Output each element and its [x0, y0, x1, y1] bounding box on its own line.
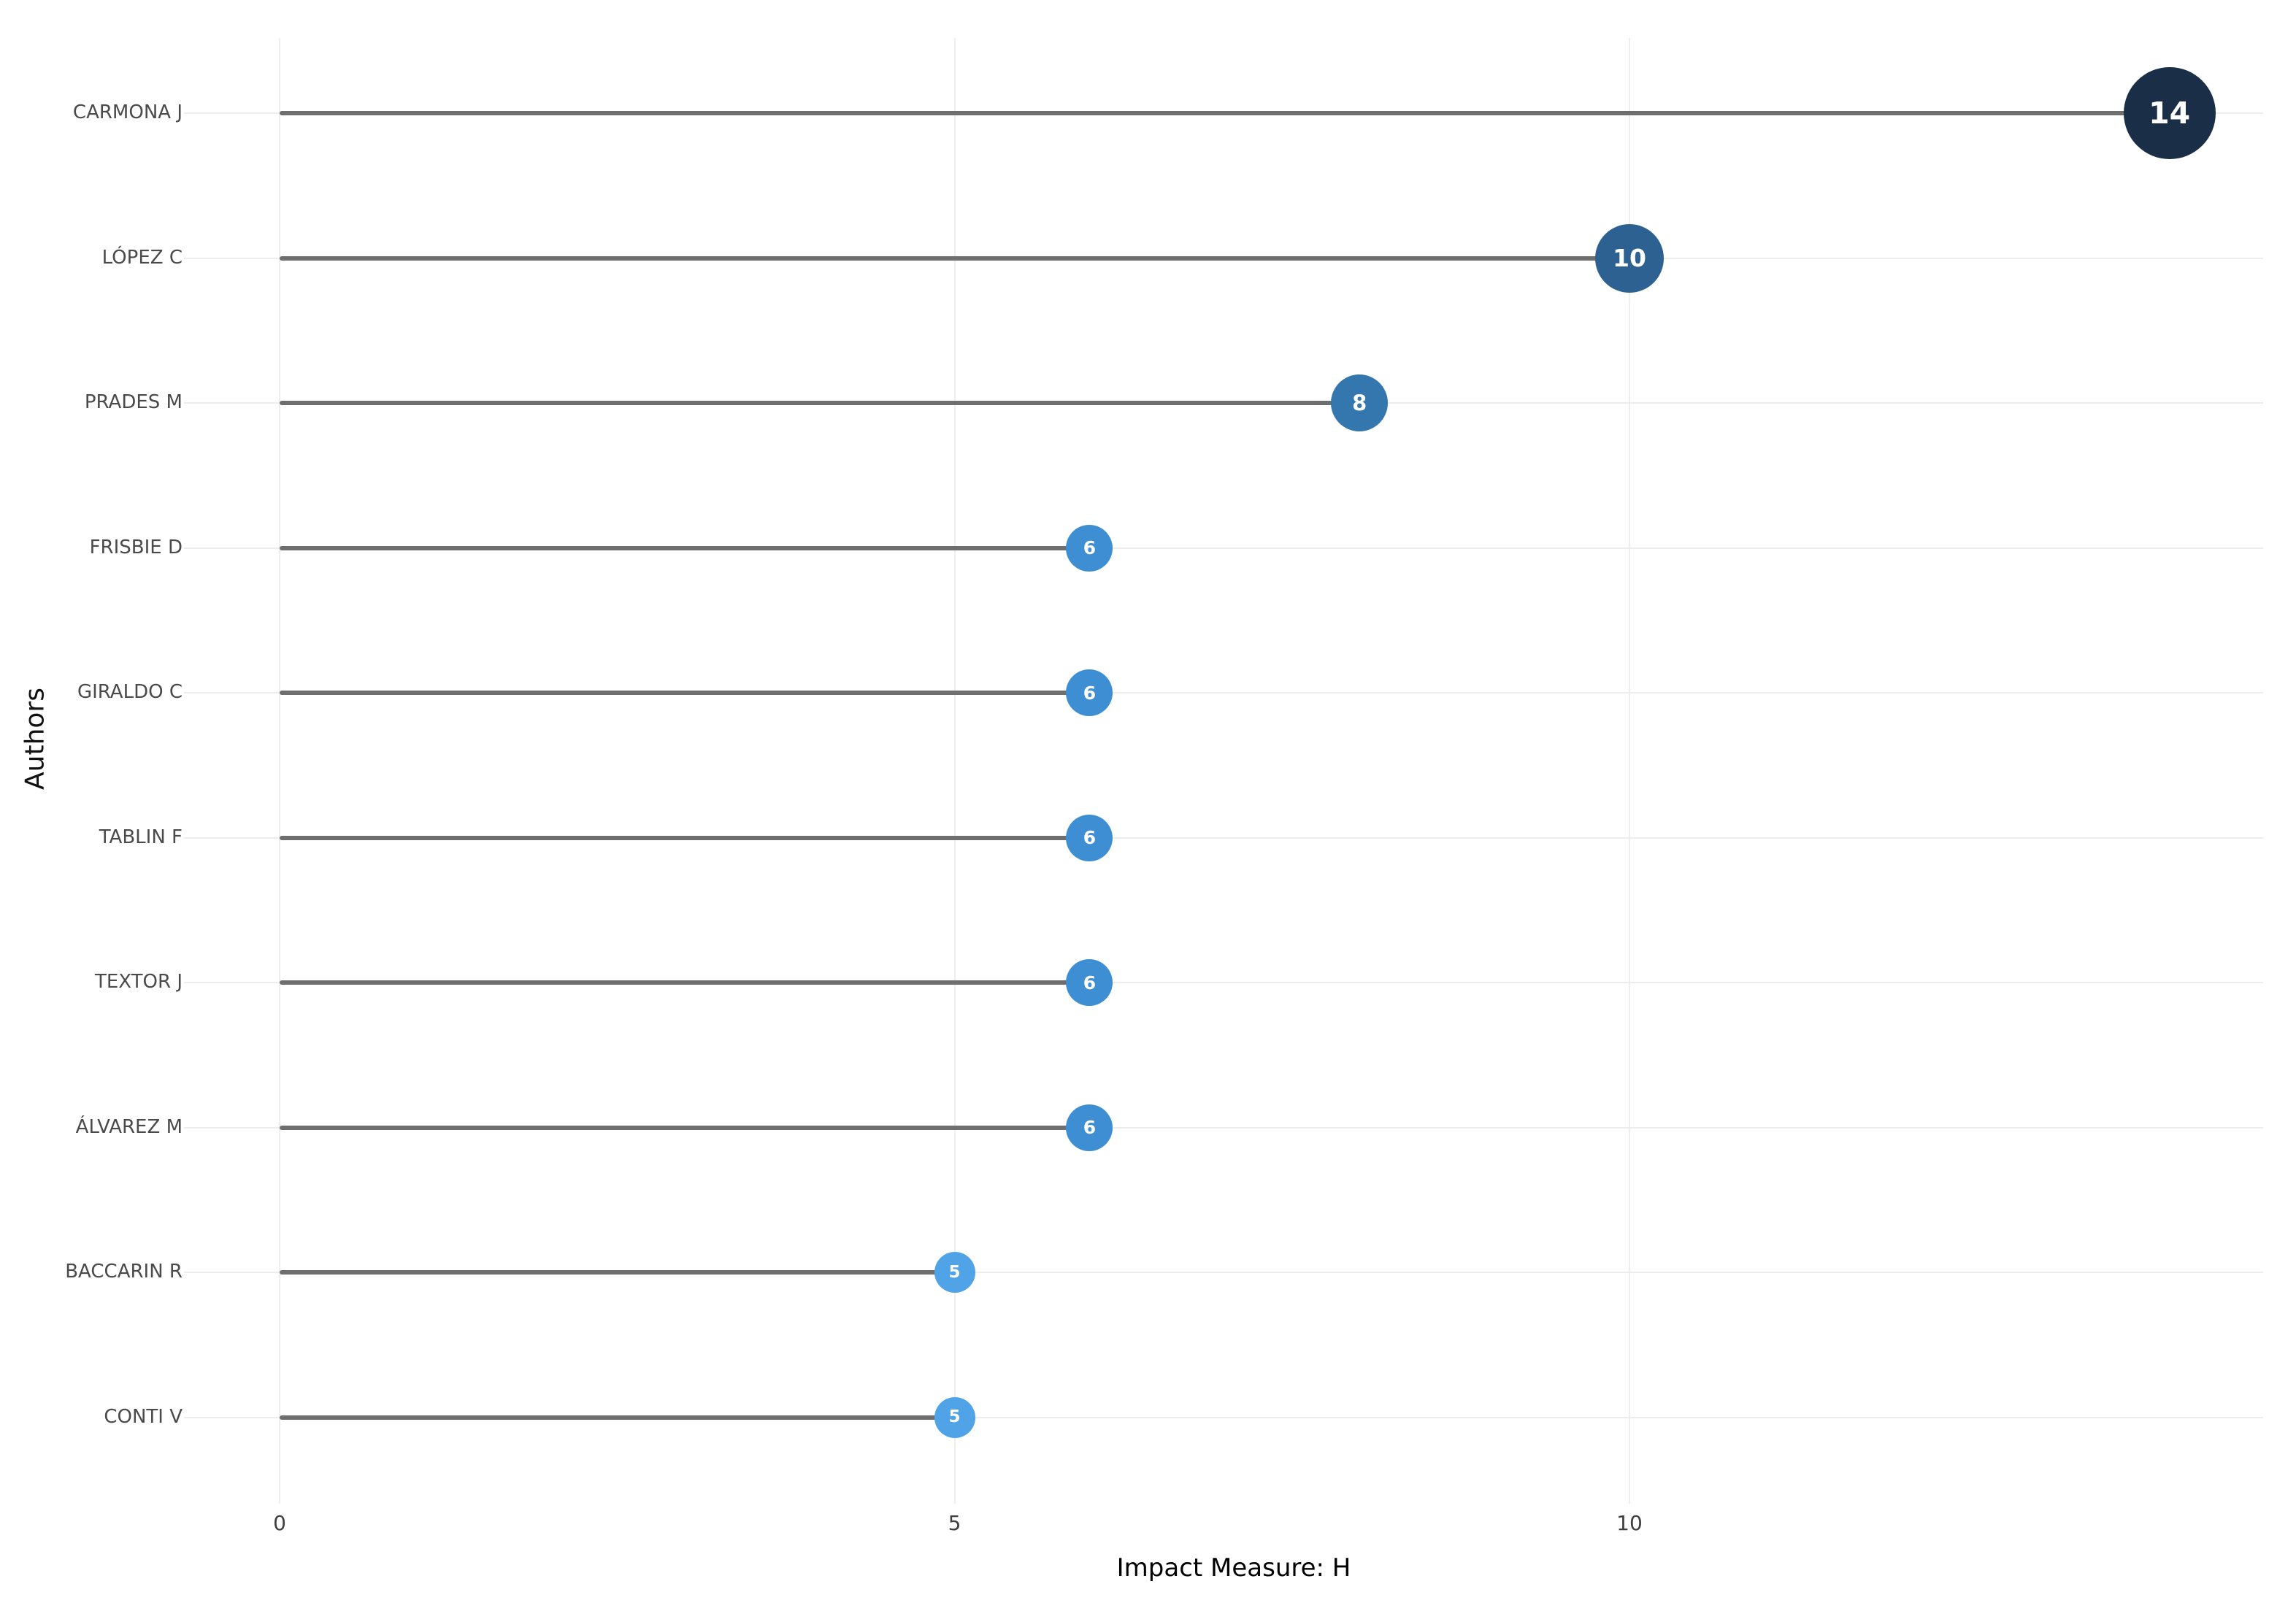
author-label: LÓPEZ C: [101, 246, 183, 269]
x-tick-label: 5: [948, 1511, 961, 1535]
lollipop-marker[interactable]: 6: [1066, 1104, 1113, 1151]
author-label: CARMONA J: [72, 101, 183, 124]
author-label: ÁLVAREZ M: [75, 1115, 183, 1138]
row-gridline: [184, 982, 2263, 984]
x-gridline: [953, 38, 956, 1504]
lollipop-stem: [280, 255, 1629, 261]
lollipop-marker[interactable]: 6: [1066, 959, 1113, 1007]
row-gridline: [184, 837, 2263, 839]
lollipop-marker[interactable]: 14: [2123, 67, 2216, 160]
lollipop-stem: [280, 691, 1090, 696]
x-tick-label: 0: [273, 1511, 286, 1535]
lollipop-stem: [280, 545, 1090, 550]
lollipop-stem: [280, 111, 2170, 116]
row-gridline: [184, 1126, 2263, 1129]
row-gridline: [184, 1416, 2263, 1418]
x-gridline: [279, 38, 280, 1504]
lollipop-marker[interactable]: 5: [934, 1252, 975, 1293]
lollipop-marker[interactable]: 5: [934, 1396, 975, 1438]
lollipop-marker[interactable]: 8: [1331, 374, 1389, 432]
lollipop-stem: [280, 835, 1090, 840]
author-label: CONTI V: [104, 1405, 183, 1428]
row-gridline: [184, 1272, 2263, 1274]
author-label: FRISBIE D: [89, 536, 183, 558]
lollipop-stem: [280, 980, 1090, 985]
author-label: GIRALDO C: [77, 681, 183, 704]
lollipop-stem: [280, 1415, 955, 1420]
lollipop-marker[interactable]: 6: [1066, 814, 1113, 861]
lollipop-marker[interactable]: 6: [1066, 669, 1113, 717]
author-label: BACCARIN R: [65, 1261, 183, 1283]
author-label: TEXTOR J: [94, 971, 183, 993]
row-gridline: [184, 692, 2263, 694]
row-gridline: [184, 547, 2263, 549]
lollipop-stem: [280, 1270, 955, 1275]
x-tick-label: 10: [1616, 1511, 1643, 1535]
author-label: TABLIN F: [99, 826, 183, 848]
x-gridline: [1629, 38, 1630, 1504]
lollipop-stem: [280, 401, 1360, 406]
lollipop-marker[interactable]: 6: [1066, 524, 1113, 572]
x-axis-title: Impact Measure: H: [1116, 1553, 1351, 1583]
lollipop-marker[interactable]: 10: [1595, 223, 1664, 293]
lollipop-stem: [280, 1125, 1090, 1130]
author-label: PRADES M: [84, 391, 183, 414]
